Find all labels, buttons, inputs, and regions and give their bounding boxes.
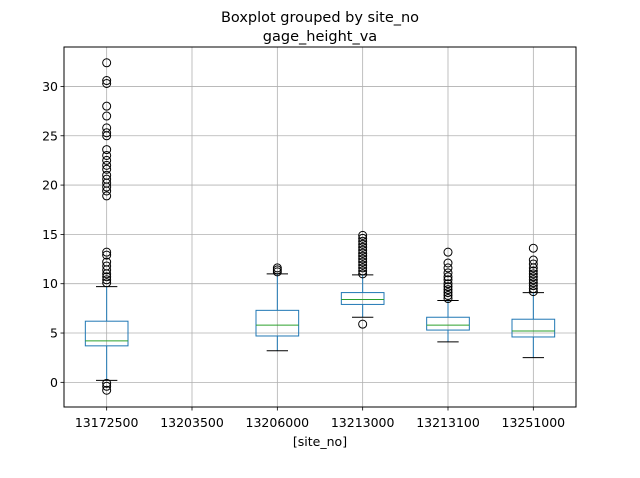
y-tick-label: 5: [50, 326, 58, 341]
outlier-point: [102, 155, 112, 165]
outlier-point: [528, 284, 538, 294]
x-tick-label: 13203500: [160, 415, 224, 430]
outlier-point: [102, 265, 112, 275]
outlier-point: [102, 145, 112, 155]
iqr-box: [426, 316, 470, 331]
outlier-point: [102, 378, 112, 388]
outlier-point: [528, 278, 538, 288]
outlier-point: [102, 128, 112, 138]
outlier-point: [102, 160, 112, 170]
outlier-point: [358, 242, 368, 252]
outlier-point: [528, 255, 538, 265]
outlier-point: [358, 233, 368, 243]
y-tick-label: 30: [42, 79, 58, 94]
outlier-point: [102, 191, 112, 201]
iqr-box: [340, 292, 385, 305]
outlier-point: [358, 236, 368, 246]
outlier-point: [102, 186, 112, 196]
outlier-point: [443, 247, 453, 257]
box-group: [340, 230, 385, 329]
outlier-point: [358, 248, 368, 258]
outlier-point: [102, 275, 112, 285]
outlier-point: [528, 259, 538, 269]
outlier-point: [102, 250, 112, 260]
outlier-point: [443, 291, 453, 301]
outlier-point: [528, 266, 538, 276]
plot-area-frame: [63, 46, 577, 408]
outlier-point: [443, 263, 453, 273]
outlier-point: [102, 131, 112, 141]
outlier-point: [443, 275, 453, 285]
outlier-point: [528, 272, 538, 282]
chart-suptitle: Boxplot grouped by site_no: [221, 10, 419, 26]
y-tick-label: 0: [50, 375, 58, 390]
outlier-point: [358, 239, 368, 249]
iqr-box: [255, 309, 300, 337]
x-tick-label: 13206000: [246, 415, 310, 430]
x-axis-label: [site_no]: [293, 434, 347, 449]
outlier-point: [528, 281, 538, 291]
outlier-point: [102, 381, 112, 391]
outlier-point: [443, 258, 453, 268]
outlier-point: [102, 182, 112, 192]
y-tick-label: 25: [42, 128, 58, 143]
outlier-point: [102, 247, 112, 257]
outlier-point: [443, 288, 453, 298]
outlier-point: [358, 251, 368, 261]
outlier-point: [443, 285, 453, 295]
outlier-point: [358, 266, 368, 276]
box-group: [426, 247, 470, 343]
outlier-point: [102, 78, 112, 88]
outlier-point: [358, 263, 368, 273]
outlier-point: [102, 76, 112, 86]
outlier-point: [443, 268, 453, 278]
outlier-point: [358, 260, 368, 270]
outlier-point: [358, 254, 368, 264]
x-tick-label: 13172500: [75, 415, 139, 430]
y-tick-label: 15: [42, 227, 58, 242]
outlier-point: [358, 319, 368, 329]
outlier-point: [358, 245, 368, 255]
outlier-point: [358, 257, 368, 267]
chart-title: gage_height_va: [263, 29, 377, 45]
iqr-box: [511, 318, 556, 338]
outlier-point: [528, 269, 538, 279]
outlier-point: [102, 385, 112, 395]
outlier-point: [102, 278, 112, 288]
box-layer: [84, 58, 556, 395]
outlier-point: [102, 58, 112, 68]
outlier-point: [528, 243, 538, 253]
box-group: [255, 263, 300, 352]
box-group: [511, 243, 556, 359]
outlier-point: [102, 101, 112, 111]
outlier-point: [102, 269, 112, 279]
x-tick-label: 13213000: [331, 415, 395, 430]
iqr-box: [84, 320, 129, 347]
outlier-point: [528, 287, 538, 297]
box-group: [84, 58, 129, 395]
grid-lines: [64, 47, 576, 407]
outlier-point: [358, 230, 368, 240]
y-tick-label: 20: [42, 178, 58, 193]
y-tick-label: 10: [42, 276, 58, 291]
outlier-point: [443, 272, 453, 282]
outlier-point: [443, 282, 453, 292]
x-tick-label: 13251000: [502, 415, 566, 430]
outlier-point: [443, 279, 453, 289]
outlier-point: [528, 275, 538, 285]
outlier-point: [272, 263, 282, 273]
x-tick-label: 13213100: [416, 415, 480, 430]
outlier-point: [102, 272, 112, 282]
y-axis: 0 5 10 15 20 25 30: [42, 79, 64, 390]
outlier-point: [102, 150, 112, 160]
outlier-point: [358, 269, 368, 279]
outlier-point: [443, 294, 453, 304]
outlier-point: [102, 111, 112, 121]
outlier-point: [102, 164, 112, 174]
x-axis: 13172500 13203500 13206000 13213000 13213100…: [75, 407, 565, 430]
